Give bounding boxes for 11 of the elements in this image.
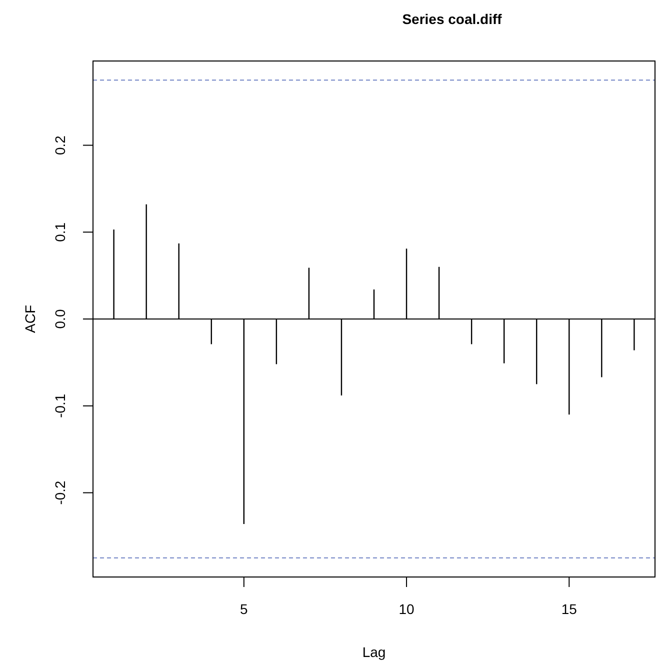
x-tick-label: 10 [398, 601, 415, 617]
y-axis-title: ACF [22, 305, 38, 333]
x-tick-label: 5 [240, 601, 248, 617]
x-axis-title: Lag [362, 644, 386, 660]
x-tick-label: 15 [561, 601, 578, 617]
y-tick-label: 0.2 [52, 135, 68, 155]
chart-title: Series coal.diff [402, 11, 502, 27]
y-tick-label: -0.2 [52, 480, 68, 505]
y-tick-label: 0.1 [52, 222, 68, 242]
y-tick-label: 0.0 [52, 309, 68, 329]
y-tick-label: -0.1 [52, 394, 68, 418]
